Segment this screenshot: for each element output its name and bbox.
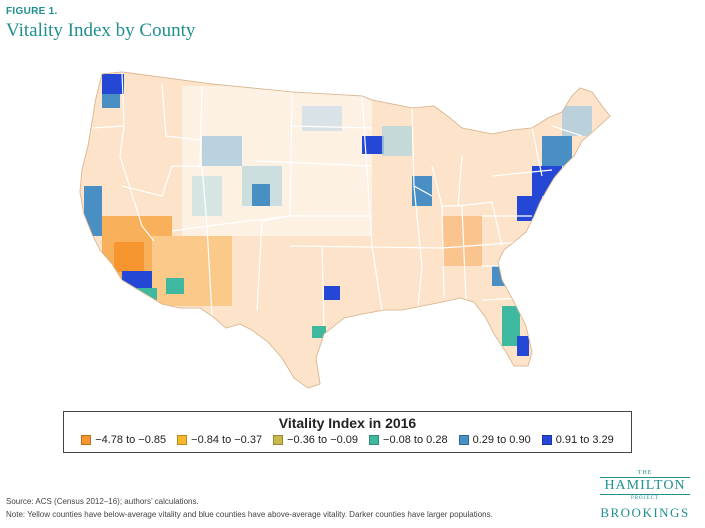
legend-item: −4.78 to −0.85 [81, 434, 166, 446]
legend-item: −0.36 to −0.09 [273, 434, 358, 446]
legend-label: 0.29 to 0.90 [472, 434, 531, 446]
legend-items: −4.78 to −0.85 −0.84 to −0.37 −0.36 to −… [64, 434, 631, 446]
hamilton-project-brookings-logo: THE HAMILTON PROJECT BROOKINGS [590, 470, 700, 522]
legend-label: 0.91 to 3.29 [555, 434, 614, 446]
footnote: Note: Yellow counties have below-average… [6, 510, 493, 519]
us-map-svg [79, 71, 611, 389]
us-county-map [62, 66, 632, 396]
legend-item: 0.29 to 0.90 [458, 434, 531, 446]
legend-swatch [273, 435, 284, 445]
legend-label: −0.08 to 0.28 [383, 434, 448, 446]
legend-title: Vitality Index in 2016 [278, 415, 417, 431]
map-legend: Vitality Index in 2016 −4.78 to −0.85 −0… [63, 411, 632, 453]
legend-label: −0.36 to −0.09 [287, 434, 359, 446]
logo-the: THE [637, 470, 653, 476]
state-borders [91, 71, 583, 327]
legend-swatch [177, 435, 188, 445]
legend-swatch [458, 435, 469, 445]
county-color-layer [80, 72, 610, 388]
figure-title: Vitality Index by County [6, 20, 196, 41]
legend-swatch [81, 435, 92, 445]
legend-item: 0.91 to 3.29 [541, 434, 614, 446]
legend-swatch [541, 435, 552, 445]
legend-label: −4.78 to −0.85 [95, 434, 167, 446]
legend-item: −0.84 to −0.37 [177, 434, 262, 446]
figure-label: FIGURE 1. [6, 6, 58, 17]
legend-swatch [369, 435, 380, 445]
logo-project: PROJECT [630, 496, 660, 501]
legend-item: −0.08 to 0.28 [369, 434, 448, 446]
logo-brookings: BROOKINGS [600, 505, 690, 520]
legend-label: −0.84 to −0.37 [191, 434, 263, 446]
logo-hamilton: HAMILTON [600, 477, 690, 495]
source-note: Source: ACS (Census 2012–16); authors’ c… [6, 497, 199, 506]
